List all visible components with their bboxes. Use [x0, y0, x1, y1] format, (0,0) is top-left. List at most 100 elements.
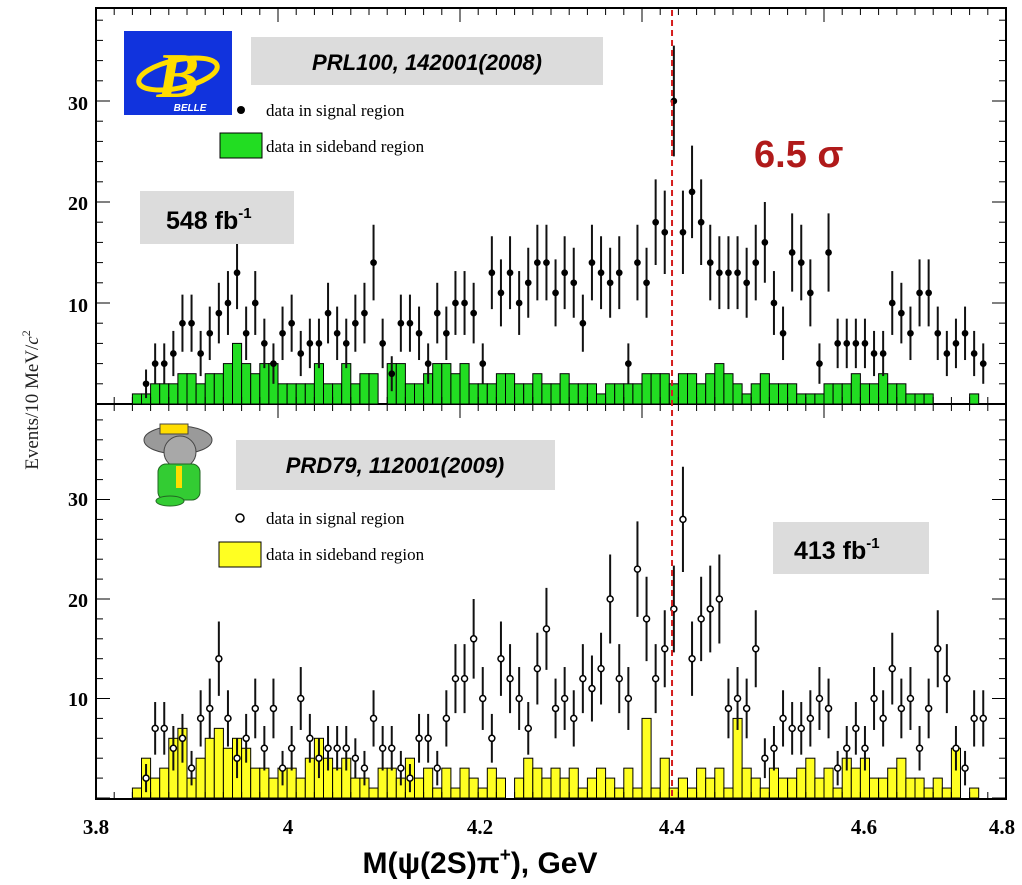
signal-point	[688, 654, 696, 663]
sideband-bar	[131, 393, 142, 405]
sideband-bar	[659, 757, 670, 799]
signal-point	[797, 724, 805, 733]
signal-point	[734, 269, 741, 277]
sideband-bar	[304, 383, 315, 405]
xtick-4.2: 4.2	[467, 815, 493, 839]
y-axis-title: Events/10 MeV/c2	[19, 330, 43, 470]
x-axis-title-main: M(ψ(2S)π	[362, 847, 499, 880]
sideband-bar	[523, 383, 534, 405]
signal-point	[224, 299, 232, 307]
sideband-bar	[805, 393, 816, 405]
sideband-bar	[696, 383, 707, 405]
top-luminosity-sup: -1	[238, 205, 251, 222]
sideband-bar	[559, 373, 570, 405]
mascot-crown	[159, 423, 189, 435]
signal-point	[297, 350, 305, 357]
sideband-bar	[477, 383, 488, 405]
sideband-bar	[286, 383, 297, 405]
signal-point	[197, 350, 204, 357]
sideband-bar	[505, 373, 516, 405]
sideband-bar	[923, 393, 934, 405]
sideband-bar	[159, 767, 170, 799]
sideband-bar	[259, 767, 270, 799]
sideband-bar	[568, 767, 579, 799]
sideband-bar	[687, 373, 698, 405]
top-reference: PRL100, 142001(2008)	[312, 50, 542, 75]
signal-point	[634, 259, 641, 266]
signal-point	[907, 329, 914, 337]
signal-point	[406, 319, 414, 327]
signal-point	[206, 704, 214, 713]
sideband-bar	[641, 717, 652, 799]
signal-point	[661, 645, 669, 653]
signal-point	[360, 764, 369, 772]
signal-point	[552, 289, 559, 297]
sideband-bar	[577, 787, 588, 799]
signal-point	[970, 714, 978, 723]
xtick-4.8: 4.8	[989, 815, 1015, 839]
belle-logo: B BELLE	[124, 31, 232, 115]
signal-point	[469, 635, 478, 643]
sideband-bar	[887, 383, 898, 405]
signal-point	[979, 360, 987, 367]
signal-point	[506, 674, 514, 683]
signal-point	[888, 664, 896, 673]
sideband-bar	[832, 787, 843, 799]
sideband-bar	[896, 757, 907, 799]
sideband-bar	[841, 383, 852, 405]
sideband-bar	[222, 747, 233, 799]
sideband-bar	[596, 767, 607, 799]
signal-point	[816, 360, 823, 367]
signal-point	[397, 764, 405, 772]
sideband-bar	[168, 383, 179, 405]
signal-point	[861, 744, 869, 752]
signal-point	[251, 704, 259, 713]
x-axis-title-tail: ), GeV	[511, 847, 598, 880]
top-luminosity: 548 fb-1	[166, 205, 252, 235]
sideband-bar	[814, 777, 825, 799]
sideband-bar	[659, 373, 670, 405]
sideband-bar	[486, 767, 497, 799]
sideband-bar	[359, 373, 370, 405]
sideband-bar	[268, 777, 279, 799]
bottom-ytick-10: 10	[68, 689, 88, 711]
signal-point	[351, 754, 360, 762]
sideband-bar	[923, 787, 934, 799]
sideband-bar	[450, 373, 461, 405]
sideband-bar	[605, 383, 616, 405]
signal-point	[433, 309, 441, 317]
sideband-bar	[350, 777, 361, 799]
signal-point	[433, 764, 441, 772]
signal-point	[906, 694, 915, 703]
signal-point	[479, 360, 487, 367]
signal-point	[725, 269, 732, 277]
signal-point	[870, 694, 878, 703]
signal-point	[852, 724, 860, 733]
signal-point	[752, 259, 760, 266]
signal-point	[215, 654, 223, 663]
sideband-bar	[250, 767, 261, 799]
sideband-bar	[823, 767, 834, 799]
signal-point	[888, 299, 896, 307]
sideband-bar	[714, 363, 725, 405]
sideband-bar	[323, 383, 334, 405]
sideband-bar	[814, 393, 825, 405]
signal-point	[233, 269, 241, 277]
sideband-bar	[423, 767, 434, 799]
signal-point	[270, 360, 277, 367]
sideband-bar	[550, 767, 561, 799]
signal-point	[187, 764, 196, 772]
signal-point	[196, 714, 205, 723]
signal-point	[706, 259, 714, 266]
sideband-bar	[832, 383, 843, 405]
signal-point	[624, 694, 633, 703]
sideband-bar	[650, 373, 661, 405]
mascot-head	[163, 435, 197, 469]
sideband-bar	[368, 373, 379, 405]
signal-point	[151, 724, 159, 733]
sideband-bar	[878, 777, 889, 799]
signal-point	[170, 350, 177, 357]
signal-point	[561, 269, 569, 277]
signal-point	[370, 259, 377, 266]
sideband-bar	[723, 787, 734, 799]
